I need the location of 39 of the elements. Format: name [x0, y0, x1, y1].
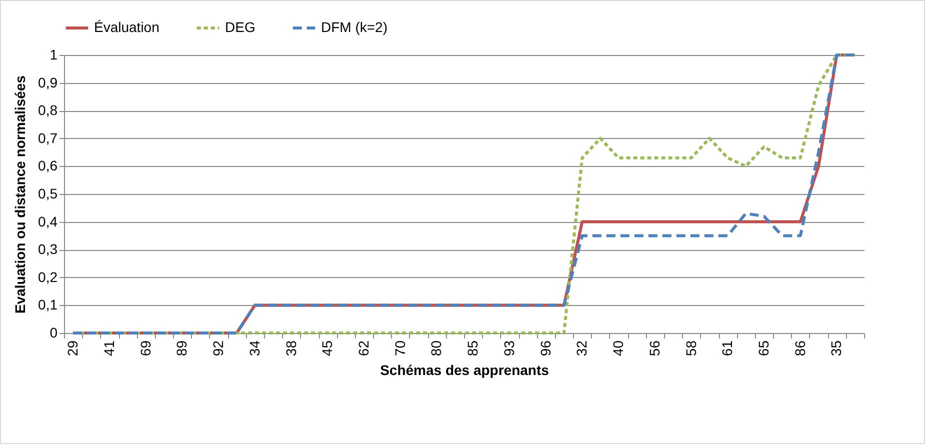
x-tick-label: 29	[64, 340, 81, 356]
x-tick-label: 35	[828, 340, 844, 356]
x-tick-label: 80	[428, 340, 444, 356]
line-series	[72, 54, 856, 334]
y-tick-label: 0	[50, 324, 58, 340]
y-axis-title: Evaluation ou distance normalisées	[12, 75, 28, 314]
x-tick-label: 96	[537, 340, 554, 356]
x-tick-label: 41	[100, 340, 117, 356]
y-tick-label: 0,2	[38, 268, 58, 285]
x-tick-label: 85	[464, 340, 481, 356]
x-tick-label: 89	[174, 340, 190, 356]
y-tick-label: 0,5	[38, 186, 58, 202]
x-tick-label: 56	[646, 340, 662, 356]
x-tick-label: 45	[319, 340, 336, 356]
x-tick-label: 86	[792, 340, 808, 356]
x-tick-label: 62	[356, 340, 372, 356]
legend-label: Évaluation	[94, 19, 160, 35]
x-tick-label: 69	[137, 340, 154, 356]
legend-label: DEG	[225, 19, 256, 35]
x-tick-label: 61	[719, 340, 736, 356]
y-tick-label: 0,3	[38, 241, 58, 258]
x-tick-label: 65	[756, 340, 772, 356]
y-tick-label: 0,4	[38, 213, 58, 230]
x-tick-label: 40	[610, 340, 626, 356]
x-axis-title: Schémas des apprenants	[380, 362, 550, 378]
x-tick-label: 32	[574, 340, 590, 356]
x-tick-label: 93	[500, 340, 517, 356]
y-tick-label: 1	[50, 46, 58, 62]
legend-label: DFM (k=2)	[321, 19, 388, 35]
x-tick-label: 38	[282, 340, 299, 356]
y-tick-label: 0,8	[38, 102, 58, 118]
y-tick-label: 0,7	[38, 130, 58, 146]
x-tick-label: 92	[210, 340, 226, 356]
x-tick-label: 70	[392, 340, 408, 356]
y-tick-label: 0,1	[38, 296, 58, 313]
x-tick-label: 58	[682, 340, 699, 356]
x-tick-label: 34	[246, 340, 262, 356]
y-tick-label: 0,6	[38, 158, 58, 174]
y-tick-label: 0,9	[38, 74, 58, 90]
